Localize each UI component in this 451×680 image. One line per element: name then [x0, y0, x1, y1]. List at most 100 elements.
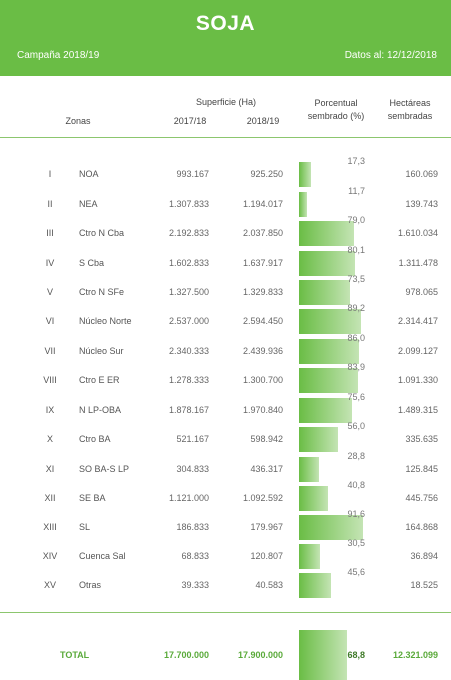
row-surface-2017-18: 993.167 [176, 169, 209, 179]
row-number: XI [45, 464, 55, 474]
row-hectares: 1.610.034 [397, 228, 438, 238]
row-hectares: 1.091.330 [397, 375, 438, 385]
row-zone: Ctro N Cba [79, 228, 125, 238]
row-surface-2018-19: 179.967 [250, 522, 283, 532]
col-header-superficie: Superficie (Ha) [195, 97, 257, 107]
row-hectares: 1.311.478 [398, 258, 438, 268]
row-number: V [46, 287, 53, 297]
col-header-zonas: Zonas [65, 116, 91, 126]
col-header-hectareas: Hectáreas [389, 98, 431, 108]
total-label: TOTAL [60, 650, 90, 660]
row-surface-2017-18: 68.833 [181, 551, 209, 561]
row-hectares: 36.894 [410, 551, 438, 561]
table-row: XIV Cuenca Sal 68.833 120.807 30,5 36.89… [0, 538, 451, 569]
row-surface-2017-18: 39.333 [181, 580, 209, 590]
row-hectares: 1.489.315 [397, 405, 438, 415]
row-number: XII [44, 493, 56, 503]
row-hectares: 978.065 [405, 287, 438, 297]
row-surface-2017-18: 1.327.500 [168, 287, 209, 297]
row-surface-2017-18: 2.192.833 [168, 228, 209, 238]
row-zone: Ctro N SFe [79, 287, 125, 297]
row-surface-2017-18: 186.833 [176, 522, 209, 532]
total-surface-2017-18: 17.700.000 [163, 650, 209, 660]
row-number: X [46, 434, 53, 444]
row-pct-bar [299, 486, 328, 511]
row-hectares: 445.756 [405, 493, 438, 503]
row-number: XV [43, 580, 56, 590]
table-row: IV S Cba 1.602.833 1.637.917 80,1 1.311.… [0, 245, 451, 276]
row-number: XIII [43, 522, 57, 532]
col-header-sembradas: sembradas [387, 111, 433, 121]
row-pct-bar [299, 251, 356, 276]
col-header-sembrado-pct: sembrado (%) [307, 111, 365, 121]
row-hectares: 335.635 [405, 434, 438, 444]
row-number: II [47, 199, 53, 209]
row-pct-label: 86,0 [347, 333, 365, 343]
row-surface-2017-18: 1.278.333 [168, 375, 209, 385]
table-row: VIII Ctro E ER 1.278.333 1.300.700 83,9 … [0, 362, 451, 393]
col-header-porcentual: Porcentual [314, 98, 358, 108]
row-surface-2017-18: 304.833 [176, 464, 209, 474]
row-hectares: 139.743 [405, 199, 438, 209]
row-surface-2018-19: 1.637.917 [242, 258, 283, 268]
header-divider [0, 137, 451, 138]
row-hectares: 164.868 [405, 522, 438, 532]
row-surface-2018-19: 1.300.700 [242, 375, 283, 385]
table-row: I NOA 993.167 925.250 17,3 160.069 [0, 156, 451, 187]
total-surface-2018-19: 17.900.000 [237, 650, 283, 660]
row-pct-bar [299, 515, 364, 540]
row-number: VIII [43, 375, 57, 385]
row-zone: SE BA [79, 493, 106, 503]
row-surface-2018-19: 120.807 [250, 551, 283, 561]
row-number: IV [45, 258, 55, 268]
table-row: VII Núcleo Sur 2.340.333 2.439.936 86,0 … [0, 333, 451, 364]
row-number: IX [45, 405, 55, 415]
row-pct-bar [299, 309, 362, 334]
table-row: III Ctro N Cba 2.192.833 2.037.850 79,0 … [0, 215, 451, 246]
table-row: IX N LP-OBA 1.878.167 1.970.840 75,6 1.4… [0, 392, 451, 423]
row-pct-label: 28,8 [347, 451, 365, 461]
row-surface-2017-18: 1.121.000 [168, 493, 209, 503]
row-surface-2017-18: 2.340.333 [168, 346, 209, 356]
row-number: III [46, 228, 54, 238]
row-hectares: 2.314.417 [397, 316, 438, 326]
row-surface-2017-18: 1.307.833 [168, 199, 209, 209]
row-surface-2018-19: 436.317 [250, 464, 283, 474]
row-pct-label: 83,9 [347, 362, 365, 372]
row-zone: NEA [79, 199, 98, 209]
total-pct-label: 68,8 [347, 650, 365, 660]
row-pct-label: 79,0 [347, 215, 365, 225]
row-zone: S Cba [79, 258, 105, 268]
row-surface-2018-19: 40.583 [255, 580, 283, 590]
total-pct-bar [299, 630, 348, 680]
row-pct-bar [299, 544, 321, 569]
row-surface-2018-19: 2.594.450 [242, 316, 283, 326]
row-pct-bar [299, 280, 351, 305]
table-row: II NEA 1.307.833 1.194.017 11,7 139.743 [0, 186, 451, 217]
table-row: XIII SL 186.833 179.967 91,6 164.868 [0, 509, 451, 540]
row-zone: N LP-OBA [79, 405, 122, 415]
row-surface-2017-18: 2.537.000 [168, 316, 209, 326]
row-surface-2018-19: 1.194.017 [242, 199, 283, 209]
total-hectares: 12.321.099 [392, 650, 438, 660]
row-hectares: 18.525 [410, 580, 438, 590]
table-row: XII SE BA 1.121.000 1.092.592 40,8 445.7… [0, 480, 451, 511]
row-hectares: 2.099.127 [397, 346, 438, 356]
table-row: VI Núcleo Norte 2.537.000 2.594.450 89,2… [0, 303, 451, 334]
row-pct-label: 40,8 [347, 480, 365, 490]
table-row: V Ctro N SFe 1.327.500 1.329.833 73,5 97… [0, 274, 451, 305]
row-surface-2018-19: 2.439.936 [242, 346, 283, 356]
col-header-2017-18: 2017/18 [173, 116, 207, 126]
row-surface-2017-18: 1.878.167 [168, 405, 209, 415]
table-row: XI SO BA-S LP 304.833 436.317 28,8 125.8… [0, 451, 451, 482]
row-surface-2017-18: 521.167 [176, 434, 209, 444]
row-pct-label: 30,5 [347, 538, 365, 548]
row-pct-bar [299, 162, 312, 187]
date-label: Datos al: 12/12/2018 [344, 50, 437, 61]
campaign-label: Campaña 2018/19 [17, 50, 100, 61]
row-pct-label: 17,3 [347, 156, 365, 166]
row-surface-2017-18: 1.602.833 [168, 258, 209, 268]
row-zone: NOA [79, 169, 99, 179]
row-zone: SL [79, 522, 91, 532]
row-pct-bar [299, 457, 320, 482]
